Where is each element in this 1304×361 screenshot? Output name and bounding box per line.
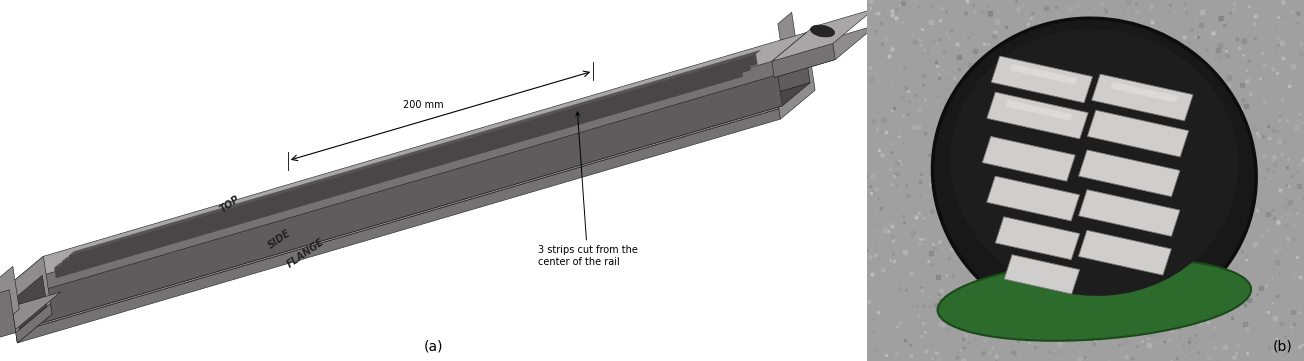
Polygon shape — [16, 109, 781, 343]
Polygon shape — [20, 83, 810, 330]
FancyBboxPatch shape — [995, 217, 1080, 260]
Polygon shape — [12, 49, 808, 301]
Polygon shape — [0, 292, 60, 346]
Text: SIDE: SIDE — [266, 228, 293, 251]
Polygon shape — [42, 52, 810, 306]
FancyBboxPatch shape — [987, 92, 1088, 139]
Polygon shape — [9, 256, 52, 343]
Polygon shape — [14, 275, 47, 330]
FancyBboxPatch shape — [1078, 190, 1180, 236]
Text: 200 mm: 200 mm — [403, 100, 443, 110]
FancyBboxPatch shape — [1088, 110, 1189, 157]
FancyBboxPatch shape — [982, 136, 1076, 181]
FancyBboxPatch shape — [1091, 74, 1193, 121]
Polygon shape — [63, 56, 754, 261]
Text: TOP: TOP — [218, 194, 241, 215]
Polygon shape — [63, 60, 750, 272]
Ellipse shape — [951, 29, 1239, 296]
Polygon shape — [14, 75, 782, 330]
Polygon shape — [771, 32, 836, 78]
FancyBboxPatch shape — [1004, 255, 1080, 294]
Polygon shape — [69, 50, 760, 256]
Polygon shape — [772, 32, 815, 119]
Text: 3 strips cut from the
center of the rail: 3 strips cut from the center of the rail — [537, 112, 638, 267]
Polygon shape — [9, 32, 806, 285]
Text: FLANGE: FLANGE — [286, 237, 326, 270]
Ellipse shape — [938, 258, 1251, 341]
Polygon shape — [772, 9, 875, 61]
FancyBboxPatch shape — [991, 56, 1093, 103]
FancyBboxPatch shape — [1078, 230, 1171, 275]
FancyBboxPatch shape — [1111, 82, 1178, 103]
Polygon shape — [16, 80, 814, 332]
FancyBboxPatch shape — [1078, 150, 1180, 197]
Polygon shape — [867, 0, 1304, 361]
Polygon shape — [12, 78, 778, 332]
Polygon shape — [69, 54, 758, 266]
Ellipse shape — [810, 25, 835, 37]
Polygon shape — [775, 25, 876, 78]
FancyBboxPatch shape — [1011, 64, 1077, 84]
Text: (b): (b) — [1273, 340, 1292, 354]
Ellipse shape — [932, 18, 1256, 329]
Polygon shape — [16, 304, 52, 343]
Text: (a): (a) — [424, 340, 443, 354]
Polygon shape — [0, 290, 16, 344]
Polygon shape — [778, 12, 798, 69]
Polygon shape — [55, 62, 747, 268]
Polygon shape — [0, 266, 20, 344]
Polygon shape — [55, 66, 743, 278]
FancyBboxPatch shape — [1005, 100, 1073, 121]
FancyBboxPatch shape — [987, 176, 1080, 221]
Polygon shape — [751, 49, 808, 84]
